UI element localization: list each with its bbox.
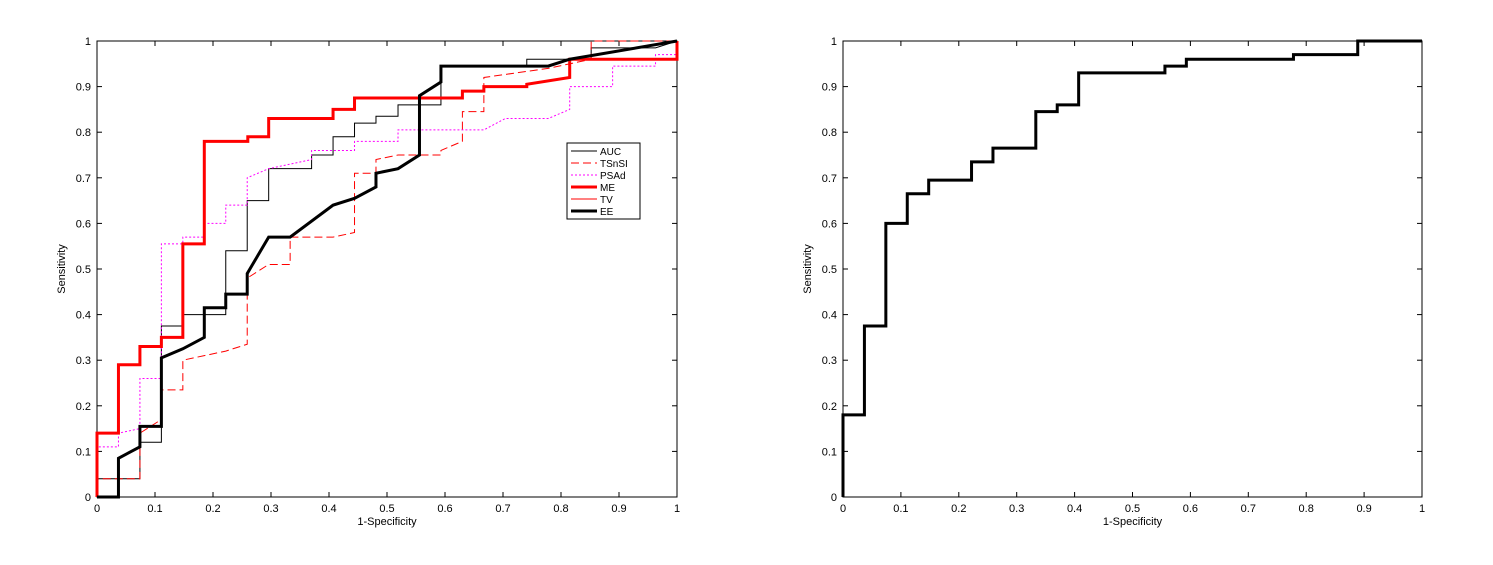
plot-area <box>96 40 678 498</box>
y-tick-label: 0.9 <box>822 82 837 94</box>
x-tick-label: 1 <box>1419 503 1425 515</box>
legend-label: AUC <box>600 147 621 158</box>
y-tick-label: 0.7 <box>76 173 91 185</box>
roc-line <box>97 39 678 499</box>
legend-box <box>566 142 641 220</box>
legend-label: PSAd <box>600 171 626 182</box>
y-tick-label: 1 <box>85 36 91 48</box>
y-tick-label: 0.7 <box>822 173 837 185</box>
y-tick-label: 1 <box>831 36 837 48</box>
y-tick-label: 0.8 <box>822 127 837 139</box>
x-tick-label: 0.1 <box>147 503 162 515</box>
legend-label: TV <box>600 195 613 206</box>
y-tick-label: 0.8 <box>76 127 91 139</box>
x-tick-label: 0 <box>94 503 100 515</box>
y-tick-label: 0.2 <box>822 401 837 413</box>
x-tick-label: 0 <box>840 503 846 515</box>
x-tick-label: 0.6 <box>1183 503 1198 515</box>
y-tick-label: 0.6 <box>822 218 837 230</box>
x-tick-label: 0.5 <box>379 503 394 515</box>
y-axis-label: Sensitivity <box>802 244 814 294</box>
x-tick-label: 0.8 <box>1299 503 1314 515</box>
y-tick-label: 0 <box>85 492 91 504</box>
x-tick-label: 0.2 <box>951 503 966 515</box>
x-tick-label: 0.3 <box>1009 503 1024 515</box>
y-axis-label: Sensitivity <box>56 244 68 294</box>
roc-line <box>95 41 679 497</box>
y-tick-label: 0.1 <box>822 446 837 458</box>
y-tick-label: 0.5 <box>822 264 837 276</box>
x-tick-label: 1 <box>674 503 680 515</box>
x-axis-label: 1-Specificity <box>1103 516 1163 528</box>
y-tick-label: 0.2 <box>76 401 91 413</box>
legend-label: EE <box>600 207 614 218</box>
x-tick-label: 0.8 <box>553 503 568 515</box>
x-tick-label: 0.4 <box>1067 503 1082 515</box>
y-tick-label: 0.9 <box>76 82 91 94</box>
x-tick-label: 0.7 <box>495 503 510 515</box>
x-tick-label: 0.3 <box>263 503 278 515</box>
y-tick-label: 0.3 <box>822 355 837 367</box>
x-tick-label: 0.2 <box>205 503 220 515</box>
x-tick-label: 0.9 <box>1356 503 1371 515</box>
y-tick-label: 0.1 <box>76 446 91 458</box>
x-tick-label: 0.4 <box>321 503 336 515</box>
legend-label: TSnSI <box>600 159 628 170</box>
x-tick-label: 0.7 <box>1241 503 1256 515</box>
x-tick-label: 0.5 <box>1125 503 1140 515</box>
x-axis-label: 1-Specificity <box>357 516 417 528</box>
legend-label: ME <box>600 183 615 194</box>
y-tick-label: 0.5 <box>76 264 91 276</box>
y-tick-label: 0.3 <box>76 355 91 367</box>
x-tick-label: 0.1 <box>893 503 908 515</box>
y-tick-label: 0.4 <box>822 310 837 322</box>
y-tick-label: 0.4 <box>76 310 91 322</box>
y-tick-label: 0 <box>831 492 837 504</box>
x-tick-label: 0.6 <box>437 503 452 515</box>
plot-area <box>842 40 1423 498</box>
roc-line <box>96 54 677 497</box>
y-tick-label: 0.6 <box>76 218 91 230</box>
roc-line <box>841 39 1422 497</box>
x-tick-label: 0.9 <box>611 503 626 515</box>
